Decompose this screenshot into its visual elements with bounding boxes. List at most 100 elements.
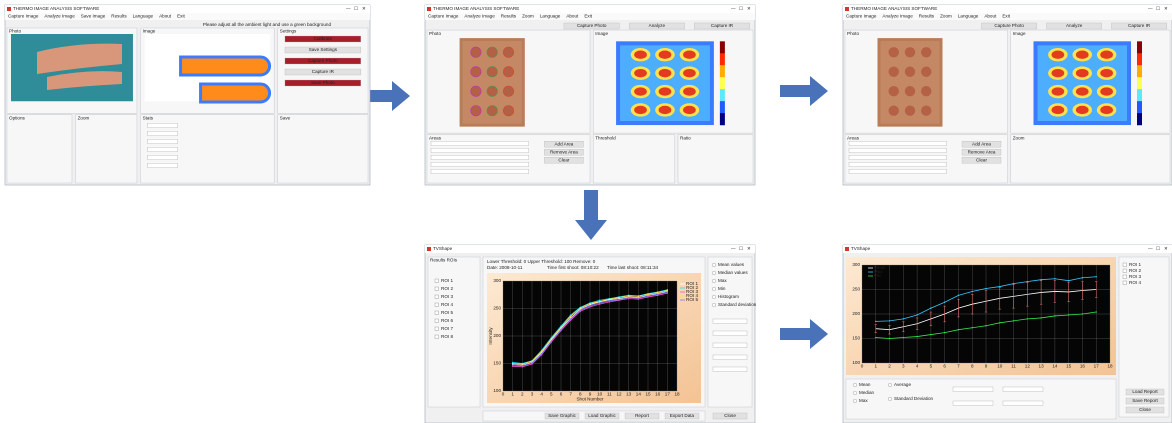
input-field[interactable] [1003, 387, 1043, 392]
button-label[interactable]: Capture Photo [308, 58, 338, 63]
checkbox[interactable] [435, 295, 439, 299]
checkbox[interactable] [435, 311, 439, 315]
button-label[interactable]: Close [724, 413, 736, 418]
roi-label[interactable]: ROI 2 [1129, 268, 1141, 273]
roi-label[interactable]: ROI 5 [441, 310, 453, 315]
input-field[interactable] [431, 155, 529, 160]
menu-item[interactable]: Exit [584, 14, 592, 19]
input-field[interactable] [713, 355, 747, 360]
option-label[interactable]: Max [718, 278, 727, 283]
option-label[interactable]: Min [718, 286, 726, 291]
menu-item[interactable]: Results [919, 14, 935, 19]
input-field[interactable] [849, 148, 947, 153]
menu-item[interactable]: Results [111, 14, 127, 19]
checkbox[interactable] [435, 279, 439, 283]
button-label[interactable]: Capture Photo [994, 23, 1024, 28]
input-field[interactable] [849, 141, 947, 146]
input-field[interactable] [431, 148, 529, 153]
menu-item[interactable]: Exit [177, 14, 185, 19]
checkbox[interactable] [435, 319, 439, 323]
button-label[interactable]: Analyze [1066, 23, 1083, 28]
input-field[interactable] [148, 155, 178, 160]
radio[interactable] [888, 383, 892, 387]
menu-item[interactable]: Analyze Image [464, 14, 495, 19]
button-label[interactable]: Save Report [1132, 398, 1158, 403]
input-field[interactable] [148, 139, 178, 144]
option-label[interactable]: Histogram [718, 294, 739, 299]
input-field[interactable] [849, 162, 947, 167]
radio[interactable] [853, 383, 857, 387]
roi-label[interactable]: ROI 4 [441, 302, 453, 307]
radio[interactable] [888, 397, 892, 401]
input-field[interactable] [1003, 401, 1043, 406]
input-field[interactable] [431, 162, 529, 167]
roi-label[interactable]: ROI 3 [441, 294, 453, 299]
menu-item[interactable]: Analyze Image [44, 14, 75, 19]
menu-item[interactable]: Analyze Image [882, 14, 913, 19]
menu-item[interactable]: Capture Image [428, 14, 459, 19]
button-label[interactable]: Capture IR [711, 23, 734, 28]
option-label[interactable]: Standard deviation [718, 302, 757, 307]
radio[interactable] [712, 303, 716, 307]
button-label[interactable]: Capture Photo [577, 23, 607, 28]
input-field[interactable] [713, 367, 747, 372]
button-label[interactable]: Save Photo [311, 80, 335, 85]
roi-label[interactable]: ROI 3 [1129, 274, 1141, 279]
menu-item[interactable]: Capture Image [846, 14, 877, 19]
radio[interactable] [712, 279, 716, 283]
checkbox[interactable] [435, 303, 439, 307]
button-label[interactable]: Add Area [554, 141, 573, 146]
button-label[interactable]: Add Area [972, 141, 991, 146]
option-label[interactable]: Mean [859, 382, 871, 387]
input-field[interactable] [148, 147, 178, 152]
radio[interactable] [712, 287, 716, 291]
menu-item[interactable]: Zoom [522, 14, 534, 19]
button-label[interactable]: Analyze [649, 23, 666, 28]
window-control[interactable]: — [731, 6, 736, 11]
button-label[interactable]: Report [635, 413, 650, 418]
roi-label[interactable]: ROI 7 [441, 326, 453, 331]
input-field[interactable] [431, 141, 529, 146]
roi-label[interactable]: ROI 1 [441, 278, 453, 283]
checkbox[interactable] [1123, 281, 1127, 285]
window-control[interactable]: ✕ [1164, 246, 1168, 251]
input-field[interactable] [713, 331, 747, 336]
radio[interactable] [853, 391, 857, 395]
button-label[interactable]: Clear [976, 157, 987, 162]
option-label[interactable]: Average [894, 382, 911, 387]
menu-item[interactable]: Results [501, 14, 517, 19]
button-label[interactable]: Close [1139, 407, 1151, 412]
roi-label[interactable]: ROI 4 [1129, 280, 1141, 285]
roi-label[interactable]: ROI 1 [1129, 262, 1141, 267]
window-control[interactable]: ✕ [362, 6, 366, 11]
input-field[interactable] [713, 343, 747, 348]
button-label[interactable]: Load Graphic [588, 413, 616, 418]
window-control[interactable]: — [346, 6, 351, 11]
button-label[interactable]: Export Data [670, 413, 695, 418]
checkbox[interactable] [1123, 263, 1127, 267]
input-field[interactable] [713, 319, 747, 324]
input-field[interactable] [431, 169, 529, 174]
option-label[interactable]: Median [859, 390, 875, 395]
radio[interactable] [853, 399, 857, 403]
window-control[interactable]: — [1148, 6, 1153, 11]
menu-item[interactable]: Language [540, 14, 561, 19]
window-control[interactable]: — [1148, 246, 1153, 251]
menu-item[interactable]: About [984, 14, 997, 19]
menu-item[interactable]: Zoom [940, 14, 952, 19]
input-field[interactable] [849, 169, 947, 174]
window-control[interactable]: ✕ [1164, 6, 1168, 11]
checkbox[interactable] [435, 335, 439, 339]
checkbox[interactable] [435, 287, 439, 291]
radio[interactable] [712, 263, 716, 267]
input-field[interactable] [148, 131, 178, 136]
window-control[interactable]: ✕ [747, 246, 751, 251]
menu-item[interactable]: About [159, 14, 172, 19]
menu-item[interactable]: About [566, 14, 579, 19]
input-field[interactable] [148, 123, 178, 128]
roi-label[interactable]: ROI 8 [441, 334, 453, 339]
button-label[interactable]: Capture IR [312, 69, 335, 74]
option-label[interactable]: Standard Deviation [894, 396, 934, 401]
input-field[interactable] [849, 155, 947, 160]
menu-item[interactable]: Language [133, 14, 154, 19]
